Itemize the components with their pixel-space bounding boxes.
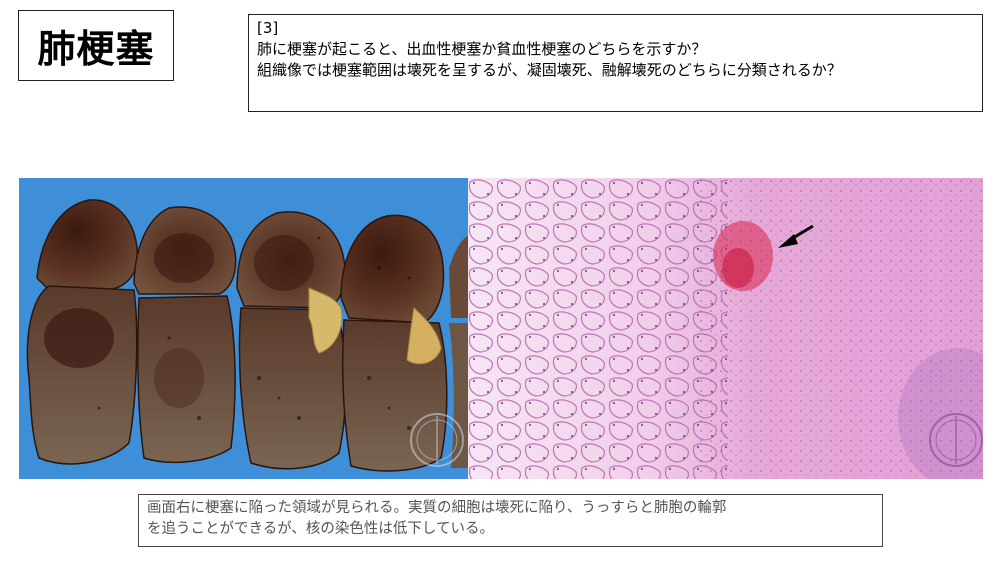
question-line-2: 組織像では梗塞範囲は壊死を呈するが、凝固壊死、融解壊死のどちらに分類されるか？ (257, 61, 842, 79)
caption-box: 画面右に梗塞に陥った領域が見られる。実質の細胞は壊死に陥り、うっすらと肺胞の輪郭… (138, 494, 883, 547)
institution-seal-icon (929, 413, 983, 467)
gross-lung-slices-photo (19, 178, 468, 479)
caption-line-1: 画面右に梗塞に陥った領域が見られる。実質の細胞は壊死に陥り、うっすらと肺胞の輪郭 (147, 500, 727, 516)
question-line-1: 肺に梗塞が起こると、出血性梗塞か貧血性梗塞のどちらを示すか？ (257, 40, 707, 58)
histology-image (468, 178, 983, 479)
he-stained-lung-micrograph (468, 178, 983, 479)
slide-title: 肺梗塞 (18, 10, 174, 81)
question-box: [3] 肺に梗塞が起こると、出血性梗塞か貧血性梗塞のどちらを示すか？ 組織像では… (248, 14, 983, 112)
caption-line-2: を追うことができるが、核の染色性は低下している。 (147, 521, 494, 537)
gross-lung-image (19, 178, 468, 479)
institution-seal-icon (410, 413, 464, 467)
arrow-pointer-icon (778, 224, 814, 248)
question-number: [3] (257, 19, 279, 37)
